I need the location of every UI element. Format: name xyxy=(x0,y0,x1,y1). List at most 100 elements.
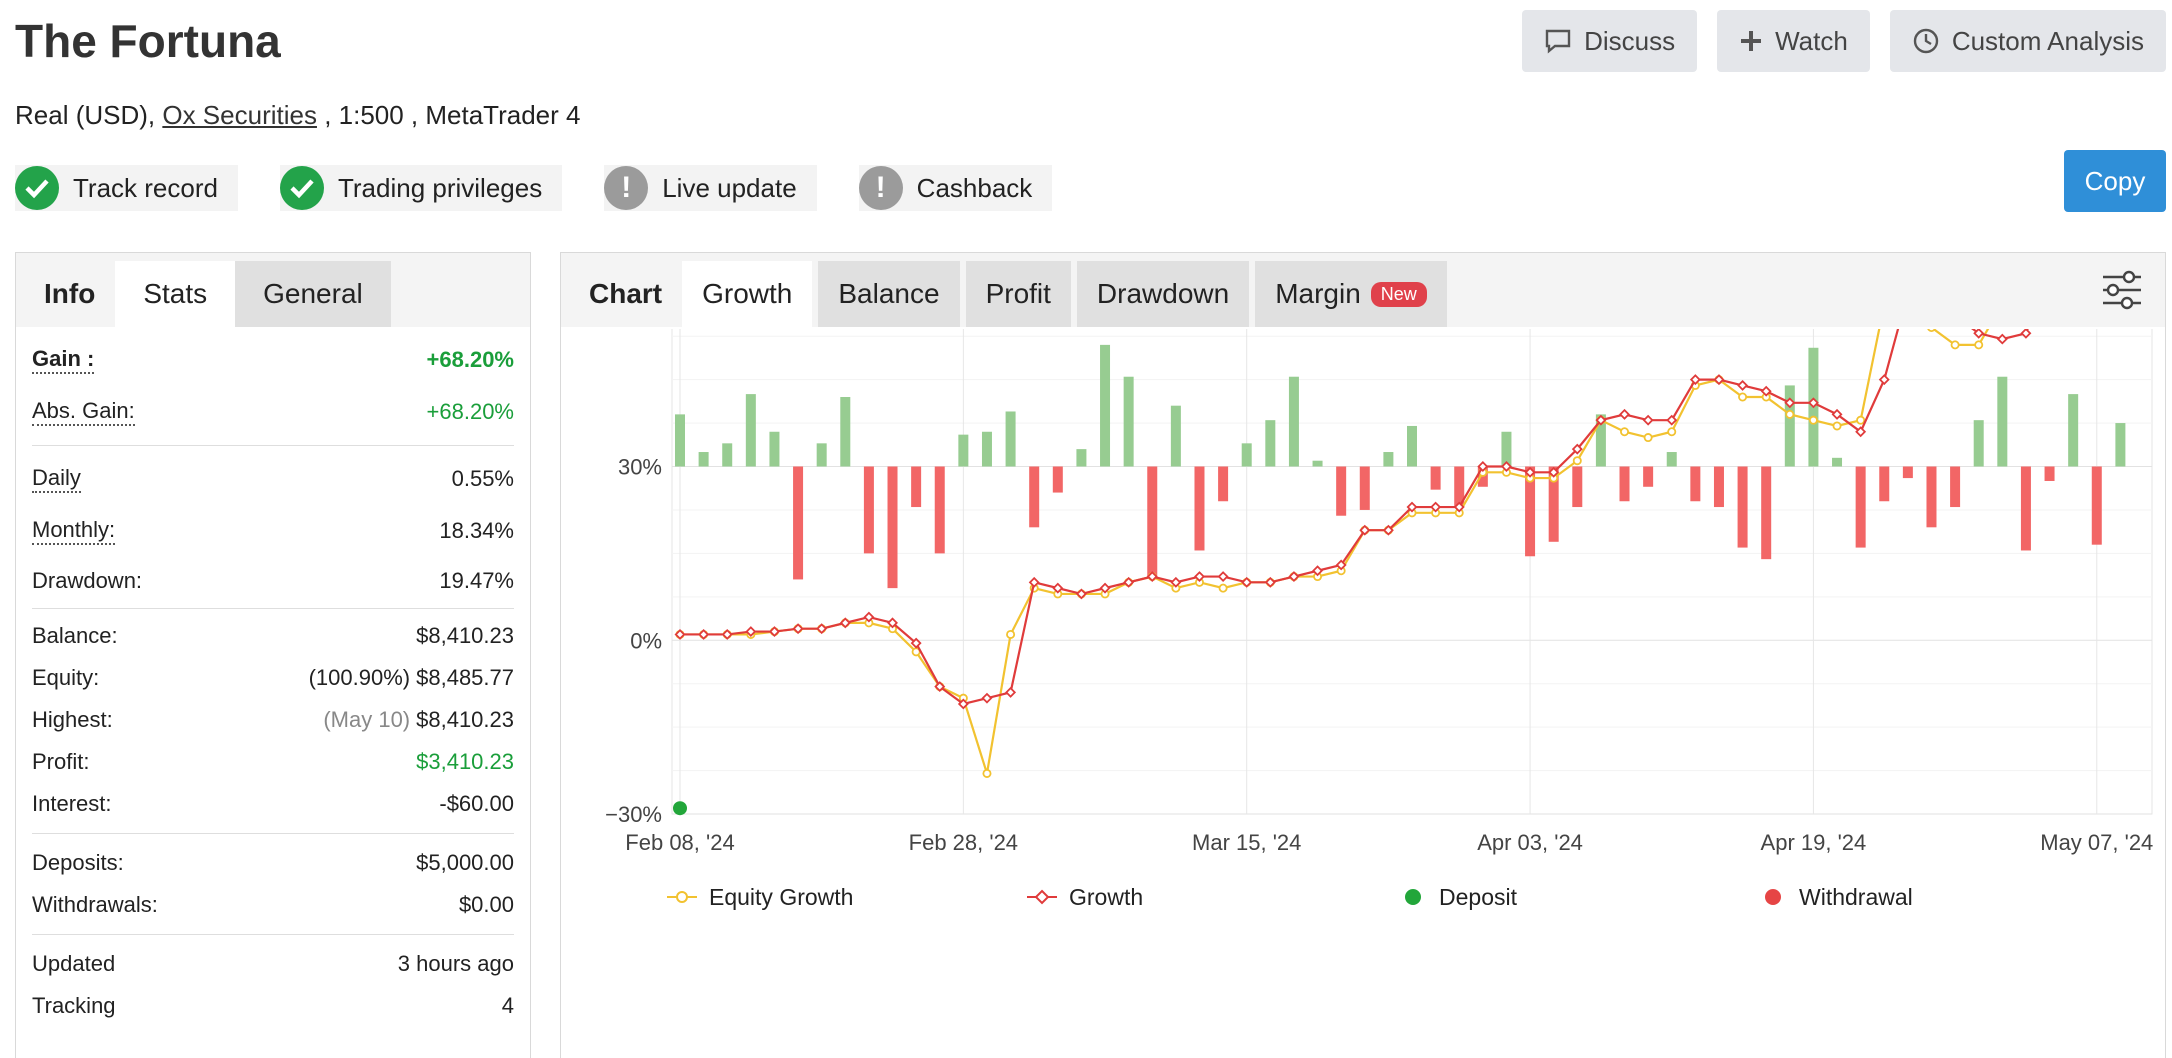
profit-bar xyxy=(1619,466,1630,502)
x-tick-label: Feb 08, '24 xyxy=(625,830,734,855)
profit-bar xyxy=(1997,376,2008,467)
exclamation-icon: ! xyxy=(604,166,649,210)
profit-bar xyxy=(1265,420,1276,467)
growth-point xyxy=(1453,501,1465,513)
growth-point xyxy=(1170,576,1182,588)
growth-point xyxy=(1548,466,1560,478)
growth-point xyxy=(1406,501,1418,513)
profit-bar xyxy=(1288,376,1299,467)
x-tick-label: Apr 19, '24 xyxy=(1761,830,1867,855)
profit-bar xyxy=(1643,466,1654,487)
profit-bar xyxy=(1170,405,1181,467)
profit-bar xyxy=(745,394,756,467)
tab-drawdown[interactable]: Drawdown xyxy=(1076,261,1250,327)
tab-chart[interactable]: Chart xyxy=(589,278,663,309)
tab-info[interactable]: Info xyxy=(44,278,96,309)
profit-bar xyxy=(911,466,922,508)
growth-point xyxy=(1807,397,1819,409)
tab-growth[interactable]: Growth xyxy=(682,261,813,327)
growth-point xyxy=(1477,461,1489,472)
growth-point xyxy=(1619,408,1630,420)
profit-bar xyxy=(2020,466,2031,551)
growth-point xyxy=(981,692,993,704)
stat-daily: Daily 0.55% xyxy=(32,465,514,493)
stat-equity: Equity: (100.90%) $8,485.77 xyxy=(32,665,514,690)
profit-bar xyxy=(1950,466,1961,508)
profit-bar xyxy=(1879,466,1890,502)
stats-panel: Info Stats General Gain : +68.20% Abs. G… xyxy=(15,252,531,1058)
growth-point xyxy=(887,617,898,629)
growth-point xyxy=(768,626,780,638)
growth-point xyxy=(1099,582,1111,594)
growth-point xyxy=(745,626,757,638)
profit-bar xyxy=(1501,431,1512,467)
clock-icon xyxy=(1912,27,1940,55)
stat-interest: Interest: -$60.00 xyxy=(32,791,514,816)
equity-growth-point xyxy=(1572,456,1582,466)
y-tick-label: 30% xyxy=(618,455,662,480)
growth-point xyxy=(1005,686,1017,698)
profit-bar xyxy=(1241,443,1252,467)
growth-point xyxy=(863,611,875,623)
new-badge: New xyxy=(1370,281,1427,307)
profit-bar xyxy=(1029,466,1040,528)
profit-bar xyxy=(1784,385,1795,467)
stat-monthly: Monthly: 18.34% xyxy=(32,517,514,545)
tab-profit[interactable]: Profit xyxy=(965,261,1071,327)
growth-point xyxy=(1996,333,2008,345)
profit-bar xyxy=(1832,457,1843,467)
stat-profit: Profit: $3,410.23 xyxy=(32,749,514,774)
tab-balance[interactable]: Balance xyxy=(818,261,960,327)
legend-marker xyxy=(1765,889,1781,905)
profit-bar xyxy=(1525,466,1536,557)
profit-bar xyxy=(698,452,709,467)
profit-bar xyxy=(863,466,874,554)
profit-bar xyxy=(1737,466,1748,548)
growth-point xyxy=(1500,461,1512,472)
profit-bar xyxy=(1926,466,1937,528)
growth-point xyxy=(816,623,828,635)
growth-point xyxy=(1831,408,1843,420)
profit-bar xyxy=(1194,466,1205,551)
profit-bar xyxy=(1383,452,1394,467)
growth-point xyxy=(957,698,969,710)
profit-bar xyxy=(1902,466,1913,479)
equity-growth-point xyxy=(1974,340,1984,350)
badge-live-update: ! Live update xyxy=(604,165,817,211)
broker-link[interactable]: Ox Securities xyxy=(162,100,317,130)
tab-stats[interactable]: Stats xyxy=(115,261,236,327)
profit-bar xyxy=(1336,466,1347,516)
stat-updated: Updated 3 hours ago xyxy=(32,951,514,976)
tab-general[interactable]: General xyxy=(235,261,391,327)
profit-bar xyxy=(1548,466,1559,542)
growth-point xyxy=(1194,571,1205,583)
equity-growth-point xyxy=(1950,340,1960,350)
y-tick-label: −30% xyxy=(605,802,662,827)
badge-track-record: Track record xyxy=(15,165,238,211)
profit-bar xyxy=(934,466,945,554)
legend-marker xyxy=(676,891,688,903)
check-icon xyxy=(15,166,59,210)
growth-point xyxy=(1146,571,1158,583)
growth-point xyxy=(1075,588,1087,600)
growth-point xyxy=(1571,443,1583,455)
x-tick-label: Feb 28, '24 xyxy=(909,830,1018,855)
profit-bar xyxy=(1407,425,1417,467)
equity-growth-point xyxy=(1785,409,1795,419)
profit-bar xyxy=(1076,449,1087,467)
equity-growth-point xyxy=(1006,629,1016,639)
x-tick-label: Mar 15, '24 xyxy=(1192,830,1301,855)
copy-button[interactable]: Copy xyxy=(2064,150,2166,212)
stat-drawdown: Drawdown: 19.47% xyxy=(32,568,514,593)
custom-analysis-button[interactable]: Custom Analysis xyxy=(1889,10,2166,72)
growth-line xyxy=(680,329,2029,706)
tab-margin[interactable]: Margin New xyxy=(1255,261,1447,327)
discuss-button[interactable]: Discuss xyxy=(1522,10,1698,72)
equity-growth-point xyxy=(1620,427,1630,437)
settings-sliders-icon[interactable] xyxy=(2101,269,2143,316)
watch-button[interactable]: Watch xyxy=(1717,10,1870,72)
legend-marker xyxy=(1034,889,1050,905)
growth-point xyxy=(1737,379,1749,391)
profit-bar xyxy=(1572,466,1583,508)
growth-point xyxy=(839,617,851,629)
